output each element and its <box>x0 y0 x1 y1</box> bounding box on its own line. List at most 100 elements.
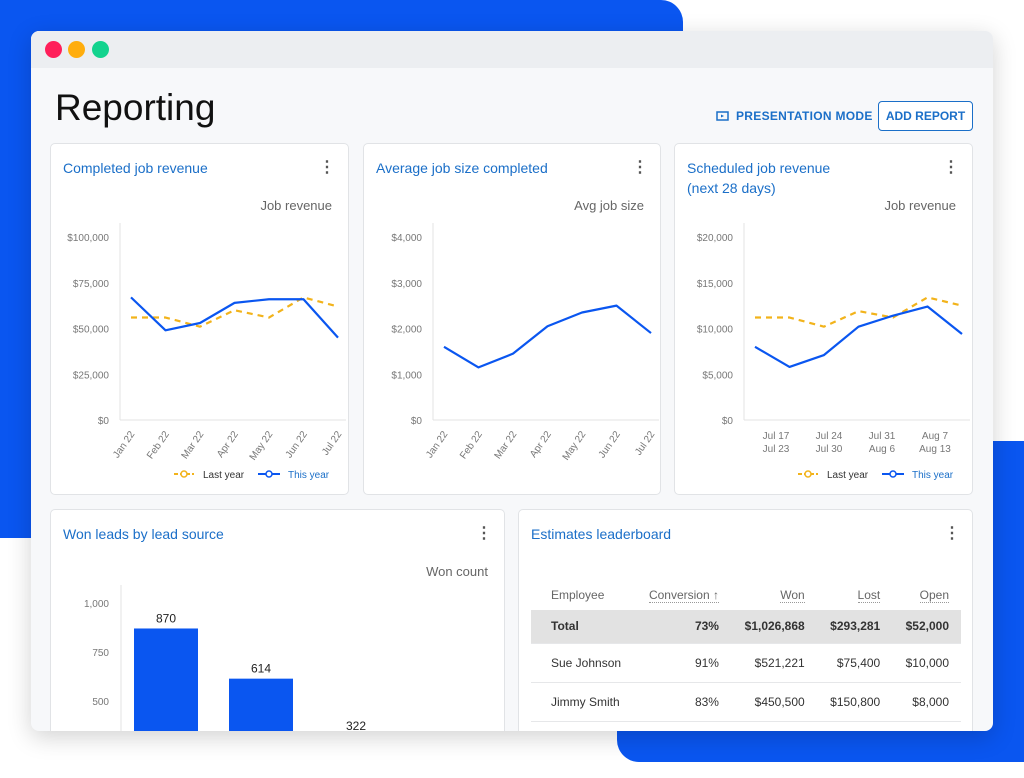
last-year-line <box>755 296 963 328</box>
x-tick-label: Jun 22 <box>284 429 310 460</box>
x-tick-label: May 22 <box>561 429 589 463</box>
presentation-mode-label: PRESENTATION MODE <box>736 109 873 123</box>
last-year-line <box>131 296 339 328</box>
x-tick-label: Apr 22 <box>528 429 554 460</box>
y-tick-label: $5,000 <box>702 370 733 381</box>
minimize-window-button[interactable] <box>68 41 85 58</box>
x-tick-label: Jun 22 <box>597 429 623 460</box>
y-tick-label: $0 <box>411 416 423 427</box>
more-options-icon[interactable]: ⋮ <box>632 159 648 176</box>
legend-marker <box>889 470 897 478</box>
chart-unit-label: Avg job size <box>574 198 644 213</box>
column-header-lost[interactable]: Lost <box>857 588 881 603</box>
this-year-line <box>754 305 963 369</box>
cell: 73% <box>635 610 731 644</box>
x-tick-label: Jul 22 <box>320 429 345 458</box>
x-tick-label: Feb 22 <box>458 429 485 461</box>
cell: Jimmy Smith <box>531 682 636 722</box>
x-tick-label: Apr 22 <box>215 429 241 460</box>
leaderboard-table: Employee Conversion ↑ Won Lost Open Tota… <box>531 580 961 722</box>
y-tick-label: $2,000 <box>391 325 422 336</box>
average-job-size-card: Average job size completed ⋮ Avg job siz… <box>363 143 661 495</box>
x-tick-label: May 22 <box>248 429 276 463</box>
cell: $293,281 <box>816 610 893 644</box>
more-options-icon[interactable]: ⋮ <box>944 525 960 542</box>
card-title: Scheduled job revenue (next 28 days) <box>687 160 831 196</box>
y-tick-label: $1,000 <box>391 370 422 381</box>
cell: $75,400 <box>816 643 893 683</box>
x-tick-label: Jul 17 <box>763 431 790 442</box>
column-header-conversion[interactable]: Conversion ↑ <box>648 588 719 603</box>
cell: $8,000 <box>892 682 961 722</box>
data-point <box>303 296 305 298</box>
cell: Sue Johnson <box>531 643 636 683</box>
cell: $1,026,868 <box>730 610 817 644</box>
cell: Total <box>531 610 636 644</box>
more-options-icon[interactable]: ⋮ <box>319 159 335 176</box>
more-options-icon[interactable]: ⋮ <box>476 525 492 542</box>
this-year-line <box>130 296 339 339</box>
bar-value-label: 322 <box>346 719 366 731</box>
legend-marker <box>180 470 188 478</box>
x-tick-label: Aug 7 <box>922 431 949 442</box>
maximize-window-button[interactable] <box>92 41 109 58</box>
page-title: Reporting <box>55 87 216 128</box>
legend: Last year This year <box>174 470 330 481</box>
cell: $10,000 <box>892 643 961 683</box>
x-tick-label: Mar 22 <box>493 429 520 461</box>
x-tick-label: Aug 6 <box>869 444 896 455</box>
bar <box>229 678 293 731</box>
estimates-leaderboard-card: Estimates leaderboard ⋮ Employee Convers… <box>518 509 973 731</box>
column-header-won[interactable]: Won <box>780 588 805 603</box>
y-tick-label: $10,000 <box>697 325 734 336</box>
legend-this-year-label: This year <box>912 470 954 481</box>
legend-marker <box>265 470 273 478</box>
table-row[interactable]: Jimmy Smith 83% $450,500 $150,800 $8,000 <box>531 682 961 722</box>
x-tick-label: Jul 23 <box>763 444 790 455</box>
table-row-total: Total 73% $1,026,868 $293,281 $52,000 <box>531 610 961 644</box>
x-tick-label: Jul 31 <box>869 431 896 442</box>
add-report-button[interactable]: ADD REPORT <box>878 101 973 131</box>
bar <box>134 628 198 731</box>
card-title: Won leads by lead source <box>63 526 224 542</box>
y-tick-label: $4,000 <box>391 233 422 244</box>
table-row[interactable]: Sue Johnson 91% $521,221 $75,400 $10,000 <box>531 643 961 683</box>
y-tick-label: $0 <box>722 416 734 427</box>
more-options-icon[interactable]: ⋮ <box>943 159 959 176</box>
x-tick-label: Aug 13 <box>919 444 951 455</box>
data-point <box>234 309 236 311</box>
app-window: Reporting PRESENTATION MODE ADD REPORT C… <box>31 31 993 731</box>
x-tick-label: Jan 22 <box>424 429 450 460</box>
data-point <box>927 296 929 298</box>
y-tick-label: $50,000 <box>73 325 110 336</box>
line-chart: $0 $5,000 $10,000 $15,000 $20,000 Jul 17 Jul 2… <box>697 223 970 481</box>
y-tick-label: $3,000 <box>391 279 422 290</box>
column-header-employee[interactable]: Employee <box>551 588 605 602</box>
legend-this-year-label: This year <box>288 470 330 481</box>
title-bar <box>31 31 993 68</box>
cell: 83% <box>635 682 731 722</box>
bar-value-label: 870 <box>156 611 176 625</box>
chart-unit-label: Job revenue <box>884 198 956 213</box>
close-window-button[interactable] <box>45 41 62 58</box>
column-header-open[interactable]: Open <box>919 588 949 603</box>
y-tick-label: 500 <box>92 697 109 708</box>
completed-job-revenue-card: Completed job revenue ⋮ Job revenue $0 $2… <box>50 143 349 495</box>
y-tick-label: $0 <box>98 416 110 427</box>
cell: $521,221 <box>730 643 817 683</box>
card-title: Average job size completed <box>376 160 548 176</box>
y-tick-label: $25,000 <box>73 370 110 381</box>
data-point <box>337 306 339 308</box>
cell: $52,000 <box>892 610 961 644</box>
scheduled-job-revenue-card: Scheduled job revenue (next 28 days) ⋮ J… <box>674 143 973 495</box>
y-tick-label: $100,000 <box>67 233 109 244</box>
line-chart: $0 $1,000 $2,000 $3,000 $4,000 Jan 22 Feb 22 Ma… <box>391 223 659 463</box>
bar-value-label: 614 <box>251 662 271 676</box>
legend-last-year-label: Last year <box>827 470 869 481</box>
presentation-mode-button[interactable]: PRESENTATION MODE <box>716 109 873 123</box>
cell: 91% <box>635 643 731 683</box>
x-tick-label: Jul 22 <box>633 429 658 458</box>
won-leads-card: Won leads by lead source ⋮ Won count 500… <box>50 509 505 731</box>
legend: Last year This year <box>798 470 954 481</box>
